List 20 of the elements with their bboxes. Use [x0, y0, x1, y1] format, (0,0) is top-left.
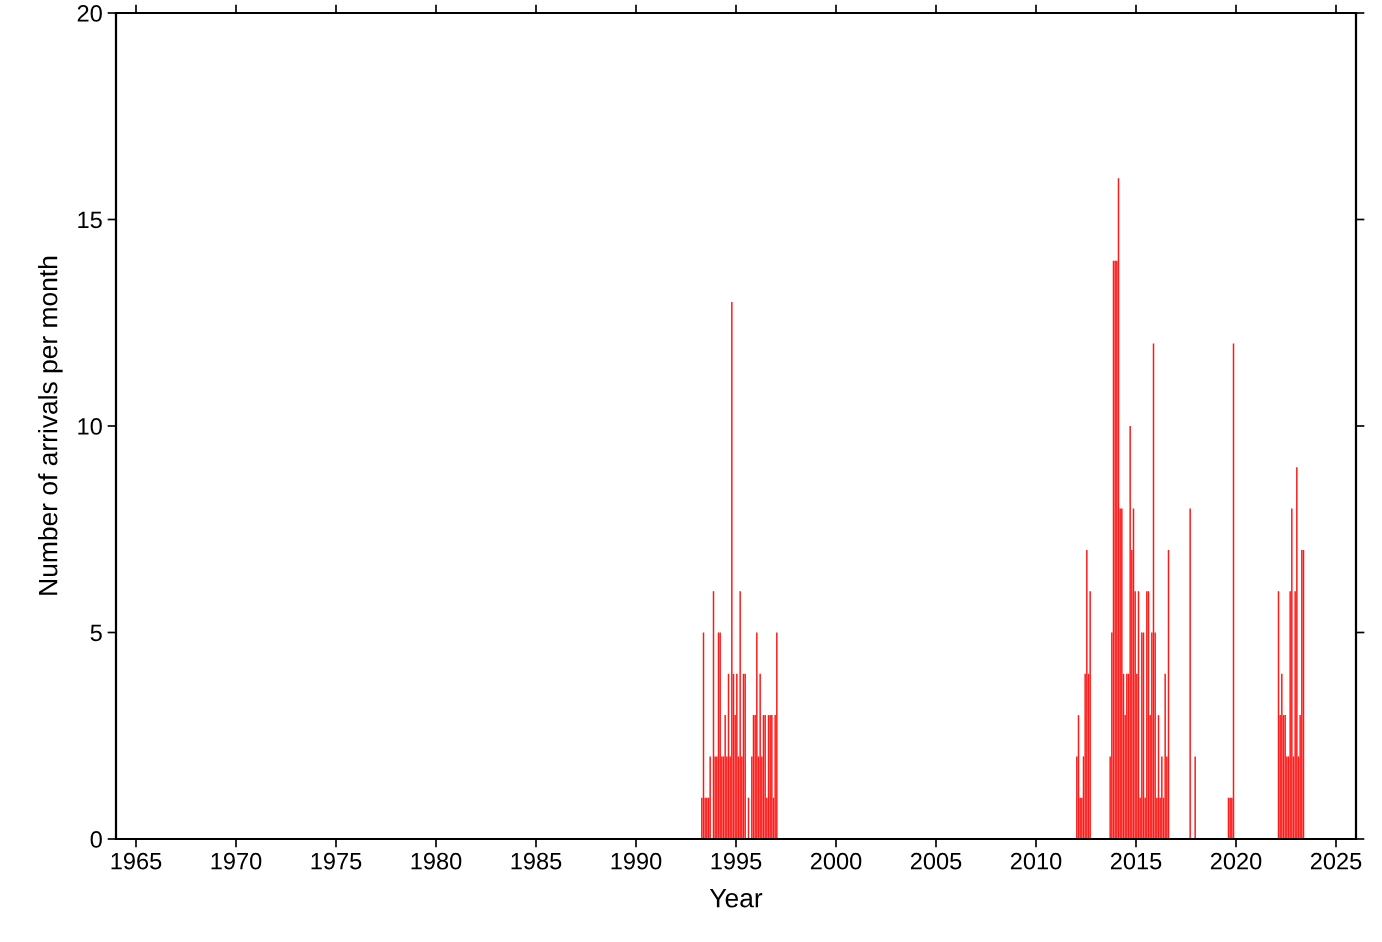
x-tick-label: 2015 — [1110, 852, 1162, 870]
x-tick-label: 2025 — [1310, 852, 1362, 870]
x-tick-label: 1965 — [111, 852, 162, 870]
x-tick-label: 2000 — [810, 852, 862, 870]
x-tick-label: 1970 — [211, 852, 262, 870]
y-axis-title: Number of arrivals per month — [38, 256, 63, 595]
x-tick-label: 2010 — [1010, 852, 1062, 870]
x-tick-label: 2020 — [1210, 852, 1262, 870]
x-axis-title: Year — [709, 889, 763, 908]
y-tick-label: 20 — [77, 5, 102, 22]
y-tick-label: 0 — [90, 831, 102, 848]
x-tick-label: 1995 — [711, 852, 762, 870]
x-tick-label: 1980 — [411, 852, 462, 870]
y-tick-label: 15 — [78, 211, 102, 229]
x-tick-label: 1975 — [311, 852, 362, 870]
y-tick-label: 5 — [90, 624, 102, 642]
y-tick-label: 10 — [78, 418, 102, 435]
x-tick-label: 1985 — [511, 852, 562, 870]
x-tick-label: 2005 — [910, 852, 962, 870]
x-tick-label: 1990 — [611, 852, 662, 870]
